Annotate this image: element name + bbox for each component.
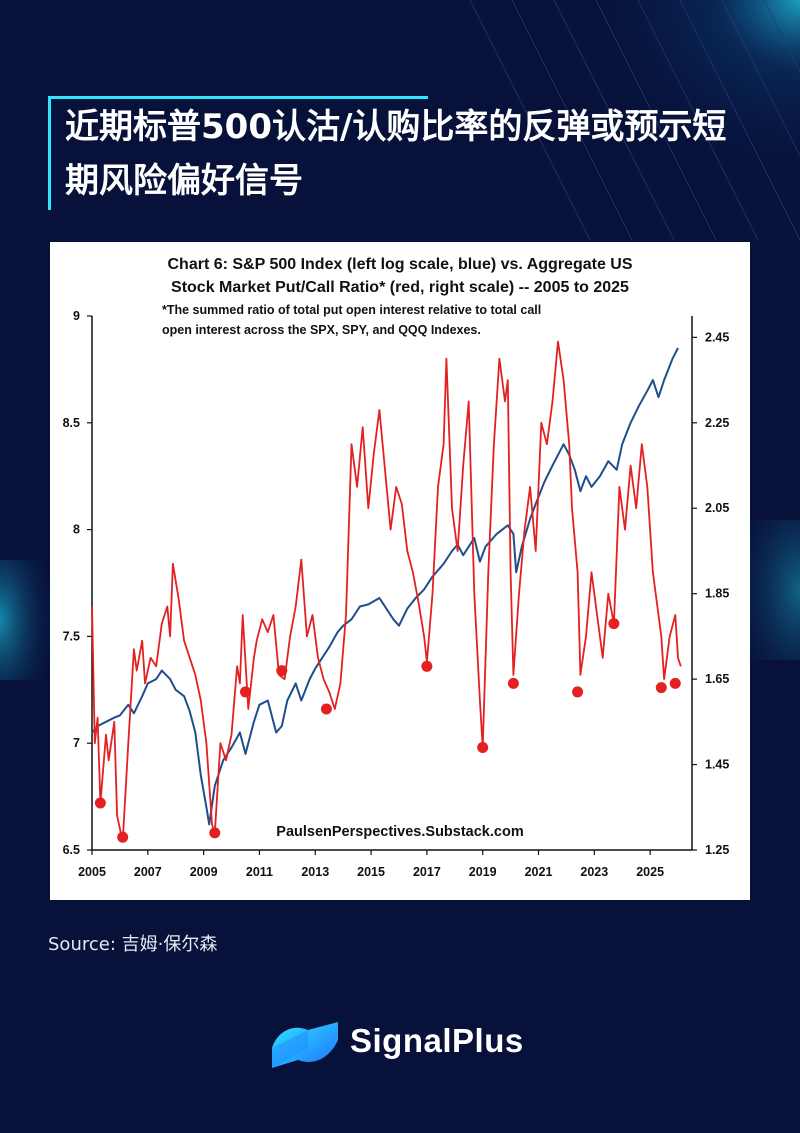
- chart-watermark: PaulsenPerspectives.Substack.com: [276, 824, 523, 840]
- background-line: [511, 0, 633, 241]
- low-point-marker: [209, 827, 221, 839]
- put-call-ratio-line: [91, 340, 682, 843]
- x-tick-label: 2015: [357, 865, 385, 879]
- chart-note-line2: open interest across the SPX, SPY, and Q…: [162, 323, 481, 337]
- x-tick-label: 2023: [580, 865, 608, 879]
- chart-title-line1: Chart 6: S&P 500 Index (left log scale, …: [167, 256, 632, 273]
- x-tick-label: 2009: [190, 865, 218, 879]
- sp500-line: [91, 347, 679, 826]
- left-tick-label: 8: [73, 523, 80, 537]
- right-tick-label: 2.25: [705, 416, 729, 430]
- title-accent-bar: [48, 96, 428, 99]
- source-caption: Source: 吉姆·保尔森: [48, 934, 218, 955]
- background-line: [637, 0, 759, 241]
- low-point-marker: [608, 618, 620, 630]
- background-line: [679, 0, 800, 241]
- right-tick-label: 1.65: [705, 672, 729, 686]
- low-point-marker: [239, 686, 251, 698]
- low-point-marker: [669, 677, 681, 689]
- x-tick-label: 2019: [469, 865, 497, 879]
- background-line: [469, 0, 591, 241]
- right-tick-label: 2.05: [705, 501, 729, 515]
- left-tick-label: 8.5: [63, 416, 80, 430]
- background-line: [553, 0, 675, 241]
- left-tick-label: 6.5: [63, 843, 80, 857]
- background-line: [595, 0, 717, 241]
- right-tick-label: 1.45: [705, 758, 729, 772]
- title-block: 近期标普500认沽/认购比率的反弹或预示短期风险偏好信号: [48, 96, 751, 210]
- low-point-marker: [421, 660, 433, 672]
- brand-name: SignalPlus: [350, 1022, 524, 1059]
- low-point-marker: [572, 686, 584, 698]
- chart: Chart 6: S&P 500 Index (left log scale, …: [63, 256, 730, 879]
- right-tick-label: 1.25: [705, 843, 729, 857]
- signalplus-logo-icon: [272, 1022, 338, 1068]
- low-point-marker: [117, 831, 129, 843]
- left-tick-label: 9: [73, 309, 80, 323]
- x-tick-label: 2007: [134, 865, 162, 879]
- right-tick-label: 2.45: [705, 330, 729, 344]
- x-tick-label: 2017: [413, 865, 441, 879]
- chart-note-line1: *The summed ratio of total put open inte…: [162, 303, 541, 317]
- left-tick-label: 7: [73, 736, 80, 750]
- x-tick-label: 2011: [246, 865, 273, 879]
- x-tick-label: 2005: [78, 865, 106, 879]
- background-line: [721, 0, 800, 158]
- low-point-marker: [320, 703, 332, 715]
- low-point-marker: [655, 682, 667, 694]
- x-tick-label: 2021: [525, 865, 553, 879]
- background-line: [763, 0, 800, 74]
- right-tick-label: 1.85: [705, 587, 729, 601]
- low-point-marker: [507, 677, 519, 689]
- chart-card: Chart 6: S&P 500 Index (left log scale, …: [50, 242, 750, 900]
- chart-title-line2: Stock Market Put/Call Ratio* (red, right…: [171, 279, 629, 296]
- signalplus-logo: SignalPlus: [268, 1018, 548, 1070]
- x-tick-label: 2025: [636, 865, 664, 879]
- left-tick-label: 7.5: [63, 629, 80, 643]
- x-tick-label: 2013: [301, 865, 329, 879]
- low-point-marker: [94, 797, 106, 809]
- page-title: 近期标普500认沽/认购比率的反弹或预示短期风险偏好信号: [65, 107, 727, 201]
- low-point-marker: [276, 665, 288, 677]
- low-point-marker: [477, 741, 489, 753]
